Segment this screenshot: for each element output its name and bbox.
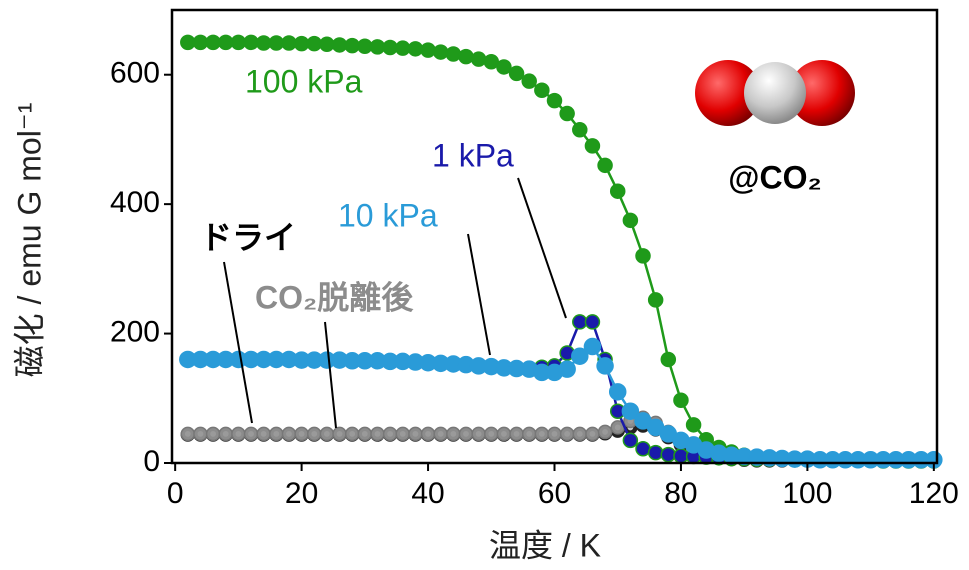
data-point	[472, 52, 486, 66]
data-point	[674, 449, 688, 463]
data-point-core	[185, 431, 191, 437]
data-point-core	[590, 431, 596, 437]
data-point	[535, 83, 549, 97]
data-point-core	[526, 431, 532, 437]
data-point	[597, 358, 613, 374]
series-label: 10 kPa	[338, 197, 438, 233]
series-label: 1 kPa	[432, 137, 514, 173]
data-point	[345, 39, 359, 53]
data-point-core	[577, 431, 583, 437]
data-point-core	[514, 431, 520, 437]
data-point-core	[438, 431, 444, 437]
data-point-core	[387, 431, 393, 437]
data-point-core	[564, 431, 570, 437]
data-point	[383, 41, 397, 55]
data-point	[573, 123, 587, 137]
data-point	[446, 47, 460, 61]
y-tick-label: 200	[110, 315, 160, 348]
x-axis-title: 温度 / K	[489, 527, 601, 563]
data-point-core	[273, 431, 279, 437]
data-point	[585, 315, 599, 329]
data-point	[497, 60, 511, 74]
data-point	[396, 41, 410, 55]
data-point	[649, 293, 663, 307]
x-tick-label: 120	[909, 477, 959, 510]
data-point	[560, 107, 574, 121]
data-point-core	[602, 429, 608, 435]
data-point	[282, 36, 296, 50]
data-point	[333, 38, 347, 52]
data-point	[623, 433, 637, 447]
data-point-core	[501, 431, 507, 437]
data-point-core	[261, 431, 267, 437]
data-point-core	[476, 431, 482, 437]
x-tick-label: 0	[167, 477, 184, 510]
chart: @CO₂ 温度 / K 磁化 / emu G mol⁻¹ 0 20 40 60 80 10…	[0, 0, 969, 570]
data-point-core	[235, 431, 241, 437]
x-tick-label: 80	[664, 477, 697, 510]
data-point-core	[299, 431, 305, 437]
data-point-core	[450, 431, 456, 437]
data-point-core	[615, 424, 621, 430]
series-label: ドライ	[200, 219, 296, 255]
series-label: 100 kPa	[245, 63, 363, 99]
data-point	[584, 339, 600, 355]
data-point-core	[552, 431, 558, 437]
data-point-core	[286, 431, 292, 437]
data-point	[459, 50, 473, 64]
data-point-core	[375, 431, 381, 437]
data-point-core	[488, 431, 494, 437]
data-point-core	[425, 431, 431, 437]
y-tick-label: 400	[110, 186, 160, 219]
data-point-core	[400, 431, 406, 437]
data-point	[674, 393, 688, 407]
y-tick-label: 0	[143, 445, 160, 478]
data-point	[636, 442, 650, 456]
data-point-core	[362, 431, 368, 437]
data-point	[548, 94, 562, 108]
data-point	[598, 158, 612, 172]
data-point	[307, 37, 321, 51]
data-point-core	[223, 431, 229, 437]
x-tick-label: 40	[411, 477, 444, 510]
data-point	[408, 42, 422, 56]
data-point	[623, 213, 637, 227]
data-point	[370, 40, 384, 54]
data-point	[585, 139, 599, 153]
data-point-core	[337, 431, 343, 437]
y-axis-title: 磁化 / emu G mol⁻¹	[11, 103, 47, 378]
data-point-core	[324, 431, 330, 437]
data-point	[510, 66, 524, 80]
data-point	[611, 184, 625, 198]
data-point	[661, 448, 675, 462]
data-point	[661, 352, 675, 366]
x-tick-label: 100	[782, 477, 832, 510]
data-point	[358, 39, 372, 53]
data-point-core	[349, 431, 355, 437]
data-point-core	[463, 431, 469, 437]
data-point-core	[412, 431, 418, 437]
data-point	[636, 249, 650, 263]
data-point-core	[210, 431, 216, 437]
data-point	[522, 74, 536, 88]
annotation: @CO₂	[728, 159, 821, 195]
data-point	[687, 418, 701, 432]
x-tick-label: 60	[538, 477, 571, 510]
data-point	[320, 37, 334, 51]
data-point-core	[198, 431, 204, 437]
series-label: CO₂脱離後	[255, 279, 414, 315]
data-point	[421, 43, 435, 57]
data-point	[244, 35, 258, 49]
data-point-core	[311, 431, 317, 437]
data-point	[559, 361, 575, 377]
x-tick-label: 20	[285, 477, 318, 510]
data-point	[649, 446, 663, 460]
data-point-core	[248, 431, 254, 437]
data-point	[434, 45, 448, 59]
co2-molecule	[695, 60, 855, 126]
data-point-core	[539, 431, 545, 437]
y-tick-label: 600	[110, 57, 160, 90]
data-point	[610, 384, 626, 400]
series	[181, 315, 941, 467]
